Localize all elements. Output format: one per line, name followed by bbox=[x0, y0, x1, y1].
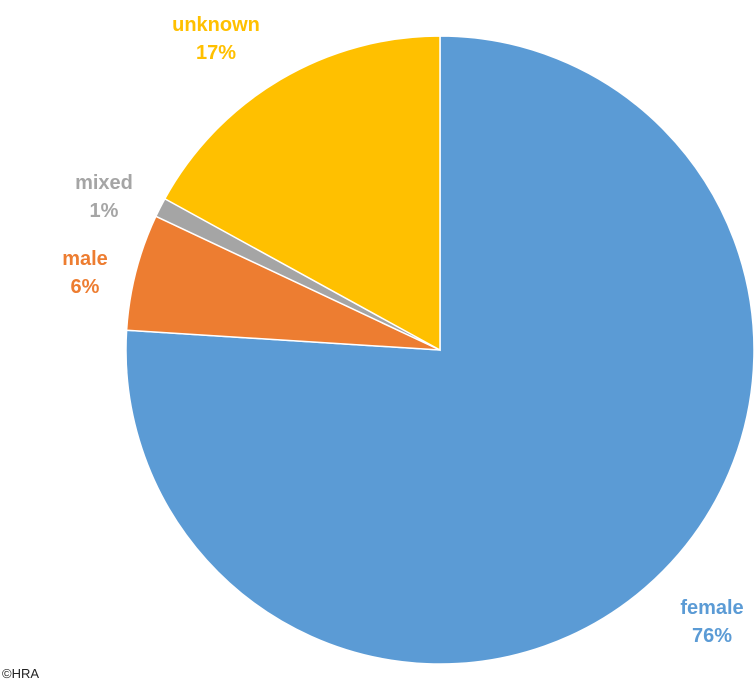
pie-slice-male bbox=[125, 215, 441, 351]
slice-label-male: male bbox=[62, 248, 108, 270]
pie-slice-female bbox=[125, 35, 754, 665]
slice-value-mixed: 1% bbox=[90, 200, 119, 222]
slice-value-male: 6% bbox=[71, 276, 100, 298]
slice-value-female: 76% bbox=[692, 625, 732, 647]
pie-slice-unknown bbox=[163, 35, 441, 352]
pie-slices bbox=[125, 35, 754, 665]
copyright-text: ©HRA bbox=[2, 666, 40, 681]
pie-labels: female 76% male 6% mixed 1% unknown 17% bbox=[62, 14, 743, 647]
slice-value-unknown: 17% bbox=[196, 42, 236, 64]
slice-label-mixed: mixed bbox=[75, 172, 133, 194]
slice-label-unknown: unknown bbox=[172, 14, 260, 36]
slice-label-female: female bbox=[680, 597, 743, 619]
